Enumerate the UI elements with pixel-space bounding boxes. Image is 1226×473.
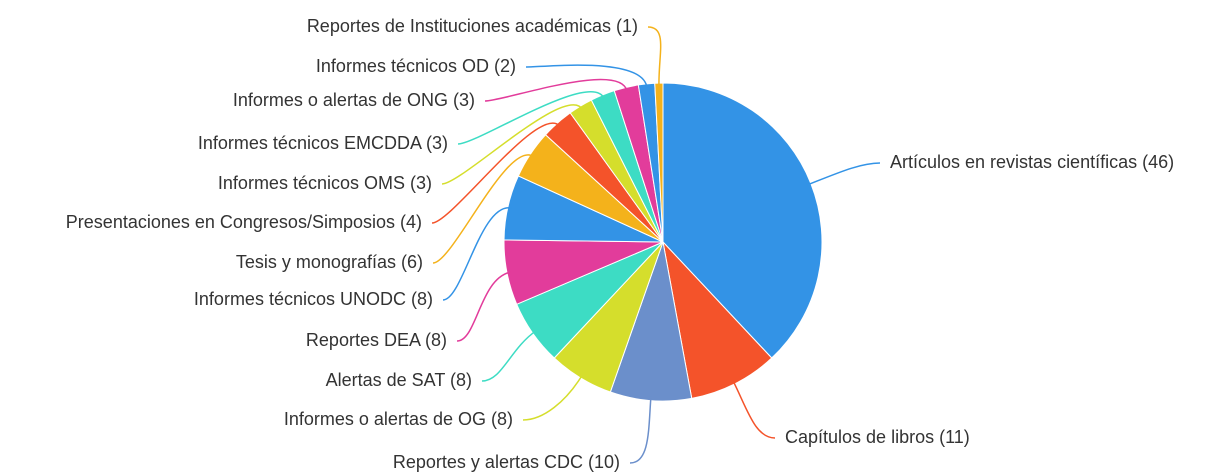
slice-label: Capítulos de libros (11) [785, 427, 970, 447]
slice-label: Artículos en revistas científicas (46) [890, 152, 1174, 172]
slice-label-name: Capítulos de libros [785, 427, 934, 447]
slice-label: Reportes y alertas CDC (10) [393, 452, 620, 472]
slice-label-value: (10) [588, 452, 620, 472]
slice-label: Informes técnicos OD (2) [316, 56, 516, 76]
slice-label: Informes o alertas de ONG (3) [233, 90, 475, 110]
leader-line [806, 162, 881, 186]
slice-label-name: Alertas de SAT [326, 370, 446, 390]
slice-label-value: (3) [453, 90, 475, 110]
slice-label-value: (8) [491, 409, 513, 429]
slice-label-value: (3) [410, 173, 432, 193]
slice-label-name: Tesis y monografías [236, 252, 396, 272]
leader-line [647, 26, 662, 88]
slice-label-value: (8) [411, 289, 433, 309]
slice-label-name: Informes o alertas de ONG [233, 90, 448, 110]
slice-label-name: Informes técnicos UNODC [194, 289, 406, 309]
leader-line [432, 154, 535, 264]
slice-label-value: (3) [426, 133, 448, 153]
leader-line [481, 330, 537, 382]
slice-label-value: (11) [939, 427, 970, 447]
slice-label-name: Reportes y alertas CDC [393, 452, 583, 472]
slice-label-value: (4) [400, 212, 422, 232]
slice-label: Presentaciones en Congresos/Simposios (4… [66, 212, 422, 232]
slice-label: Informes técnicos UNODC (8) [194, 289, 433, 309]
slice-label-value: (8) [425, 330, 447, 350]
leader-line [629, 396, 652, 464]
slice-label-name: Artículos en revistas científicas [890, 152, 1137, 172]
slice-label-name: Presentaciones en Congresos/Simposios [66, 212, 395, 232]
slice-label: Reportes de Instituciones académicas (1) [307, 16, 638, 36]
leader-line [522, 374, 584, 421]
leader-line [484, 78, 628, 102]
slice-label-name: Informes técnicos OMS [218, 173, 405, 193]
leader-line [441, 104, 584, 185]
leader-line [525, 64, 648, 88]
leader-line [457, 91, 605, 145]
slice-label-name: Informes técnicos OD [316, 56, 489, 76]
slice-label-value: (6) [401, 252, 423, 272]
leader-line [442, 207, 512, 301]
slice-label-value: (46) [1142, 152, 1174, 172]
slice-label: Tesis y monografías (6) [236, 252, 423, 272]
leader-line [431, 122, 561, 224]
slice-label: Informes técnicos EMCDDA (3) [198, 133, 448, 153]
slice-label-name: Informes o alertas de OG [284, 409, 486, 429]
slice-label: Informes técnicos OMS (3) [218, 173, 432, 193]
slice-label: Informes o alertas de OG (8) [284, 409, 513, 429]
leader-line [456, 271, 512, 342]
slice-label: Alertas de SAT (8) [326, 370, 472, 390]
slice-label-name: Reportes de Instituciones académicas [307, 16, 611, 36]
slice-label: Reportes DEA (8) [306, 330, 447, 350]
slice-label-value: (8) [450, 370, 472, 390]
slice-label-value: (2) [494, 56, 516, 76]
leader-line [732, 380, 776, 439]
slice-label-value: (1) [616, 16, 638, 36]
slice-label-name: Informes técnicos EMCDDA [198, 133, 422, 153]
slice-label-name: Reportes DEA [306, 330, 421, 350]
